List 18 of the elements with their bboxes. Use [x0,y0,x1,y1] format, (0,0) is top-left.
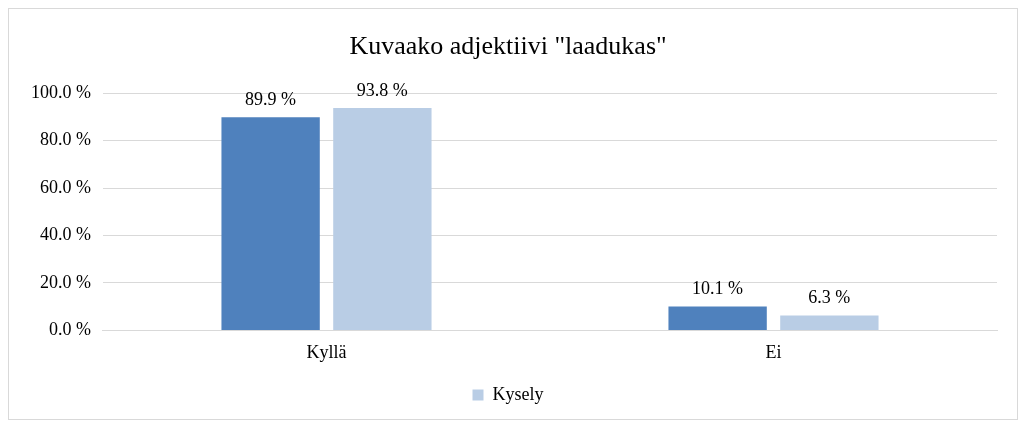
x-tick-label: Kyllä [306,341,347,362]
y-tick-label: 60.0 % [39,176,91,197]
legend-label: Kysely [492,383,544,404]
y-tick-label: 100.0 % [30,81,91,102]
y-tick-label: 20.0 % [39,271,91,292]
data-label: 6.3 % [808,287,851,308]
y-tick-label: 40.0 % [39,224,91,245]
bar [668,306,767,330]
chart-title: Kuvaako adjektiivi "laadukas" [349,31,667,61]
y-tick-label: 80.0 % [39,129,91,150]
x-tick-label: Ei [765,341,782,362]
data-label: 10.1 % [692,278,744,299]
bar [780,315,879,330]
y-tick-label: 0.0 % [48,319,91,340]
bar [333,107,432,330]
bar [221,117,320,330]
data-label: 93.8 % [356,79,408,100]
data-label: 89.9 % [245,88,297,109]
